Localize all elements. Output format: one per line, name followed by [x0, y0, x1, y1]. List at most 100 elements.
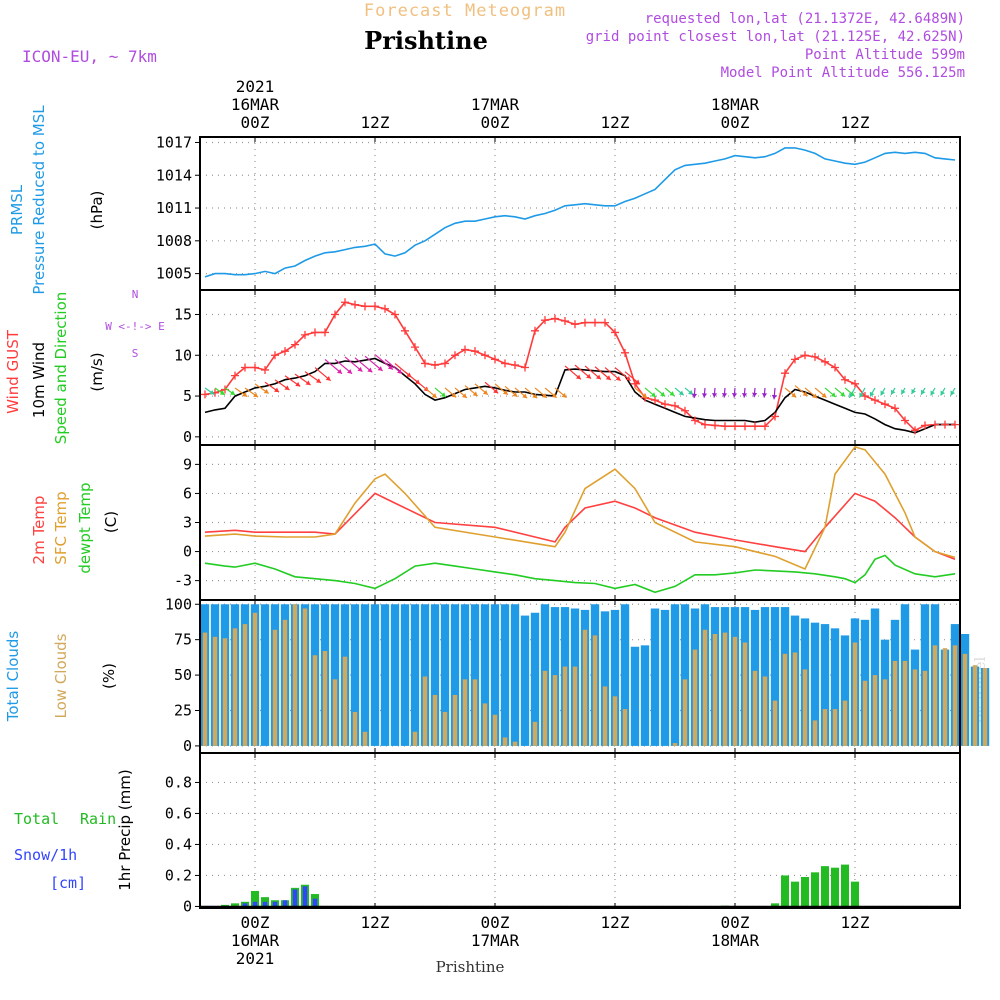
- gust-marker: [801, 351, 809, 360]
- low-cloud-bar: [742, 642, 748, 746]
- panel-frame: [199, 136, 961, 291]
- bottom-tick-date: 18MAR: [711, 931, 760, 950]
- low-cloud-bar: [362, 731, 368, 746]
- low-cloud-bar: [602, 686, 608, 746]
- gust-marker: [561, 317, 569, 325]
- low-cloud-bar: [612, 696, 618, 746]
- low-cloud-bar: [212, 636, 218, 746]
- wind-arrow-head: [551, 393, 557, 398]
- compass-row: W <-!-> E: [105, 320, 165, 333]
- y-tick-label: 0: [183, 737, 192, 755]
- gust-marker: [501, 359, 509, 368]
- label-2m-temp: 2m Temp: [30, 496, 48, 565]
- total-cloud-bar: [520, 615, 530, 746]
- label-wind-gust: Wind GUST: [4, 329, 22, 414]
- gust-marker: [661, 400, 669, 409]
- y-tick-label: 100: [165, 595, 192, 613]
- wind-arrow-head: [482, 389, 488, 395]
- low-cloud-bar: [772, 700, 778, 746]
- gust-marker: [321, 328, 329, 337]
- label-1hr-precip: 1hr Precip (mm): [116, 769, 134, 890]
- wind-arrow-head: [230, 390, 236, 396]
- wind-arrow-head: [721, 393, 728, 398]
- wind-arrow-head: [911, 388, 916, 394]
- total-cloud-bar: [490, 604, 500, 746]
- low-cloud-bar: [762, 676, 768, 746]
- total-cloud-bar: [370, 604, 380, 746]
- wind-arrow-head: [660, 391, 666, 397]
- gust-marker: [951, 420, 959, 429]
- wind-arrow-head: [295, 381, 301, 387]
- gust-marker: [271, 351, 279, 360]
- wind-arrow-head: [461, 393, 467, 398]
- snow-bar: [292, 889, 298, 907]
- wind-arrow-head: [761, 393, 768, 398]
- gust-marker: [831, 363, 839, 372]
- gust-marker: [281, 347, 289, 356]
- wind-arrow-head: [561, 392, 567, 398]
- wind-arrow-head: [891, 389, 896, 395]
- gust-marker: [311, 328, 319, 337]
- total-cloud-bar: [440, 604, 450, 746]
- y-tick-label: -3: [174, 572, 192, 590]
- low-cloud-bar: [732, 636, 738, 746]
- gust-marker: [301, 330, 309, 339]
- wind-arrow-head: [219, 390, 225, 395]
- gust-marker: [511, 361, 519, 370]
- total-cloud-bar: [330, 604, 340, 746]
- bottom-tick-date: 16MAR: [231, 931, 280, 950]
- low-cloud-bar: [912, 669, 918, 746]
- y-tick-label: 50: [174, 666, 192, 684]
- total-cloud-bar: [670, 604, 680, 746]
- gust-marker: [681, 406, 689, 415]
- label-percent: (%): [100, 663, 118, 689]
- gust-marker: [491, 355, 499, 364]
- y-tick-label: 0: [183, 897, 192, 915]
- low-cloud-bar: [582, 629, 588, 746]
- gust-marker: [241, 363, 249, 372]
- snow-bar: [282, 900, 288, 907]
- gust-marker: [901, 416, 909, 425]
- gust-marker: [291, 340, 299, 349]
- low-cloud-bar: [892, 660, 898, 746]
- gust-marker: [811, 352, 819, 361]
- rain-bar: [801, 877, 809, 907]
- compass-n: N: [132, 288, 139, 301]
- total-cloud-bar: [360, 604, 370, 746]
- pressure-panel: 1005 1008 1011 1014 1017 PRMSL Pressure Reduce…: [8, 105, 961, 295]
- total-cloud-bar: [500, 604, 510, 746]
- gust-marker: [731, 422, 739, 431]
- wind-arrow-head: [532, 393, 538, 399]
- low-cloud-bar: [982, 668, 988, 746]
- y-tick-label: 0.4: [165, 835, 192, 853]
- wind-arrow-head: [440, 392, 446, 398]
- top-tick-date: 16MAR: [231, 95, 280, 114]
- low-cloud-bar: [962, 653, 968, 746]
- gust-marker: [391, 310, 399, 319]
- wind-arrow-head: [305, 380, 311, 385]
- low-cloud-bar: [802, 669, 808, 746]
- y-tick-label: 75: [174, 631, 192, 649]
- gust-marker: [881, 400, 889, 409]
- low-cloud-bar: [932, 645, 938, 746]
- gust-marker: [911, 426, 919, 435]
- y-tick-label: 0.8: [165, 773, 192, 791]
- low-cloud-bar: [692, 649, 698, 746]
- gust-marker: [431, 361, 439, 370]
- low-cloud-bar: [972, 665, 978, 746]
- label-hpa: (hPa): [88, 191, 106, 230]
- rain-bar: [841, 864, 849, 907]
- wind-arrow-head: [387, 364, 393, 370]
- panel-frame: [199, 752, 961, 909]
- total-cloud-bar: [840, 635, 850, 746]
- top-tick-hour: 00Z: [721, 113, 750, 132]
- low-cloud-bar: [542, 670, 548, 746]
- requested-coords: requested lon,lat (21.1372E, 42.6489N): [645, 11, 965, 27]
- wind-arrow-head: [209, 389, 215, 395]
- model-altitude: Model Point Altitude 556.125m: [721, 65, 965, 81]
- wind-arrow-head: [771, 394, 777, 400]
- low-cloud-bar: [942, 648, 948, 746]
- label-cm: [cm]: [50, 874, 86, 892]
- label-dewpt-temp: dewpt Temp: [76, 482, 94, 573]
- wind-arrow-head: [691, 393, 698, 399]
